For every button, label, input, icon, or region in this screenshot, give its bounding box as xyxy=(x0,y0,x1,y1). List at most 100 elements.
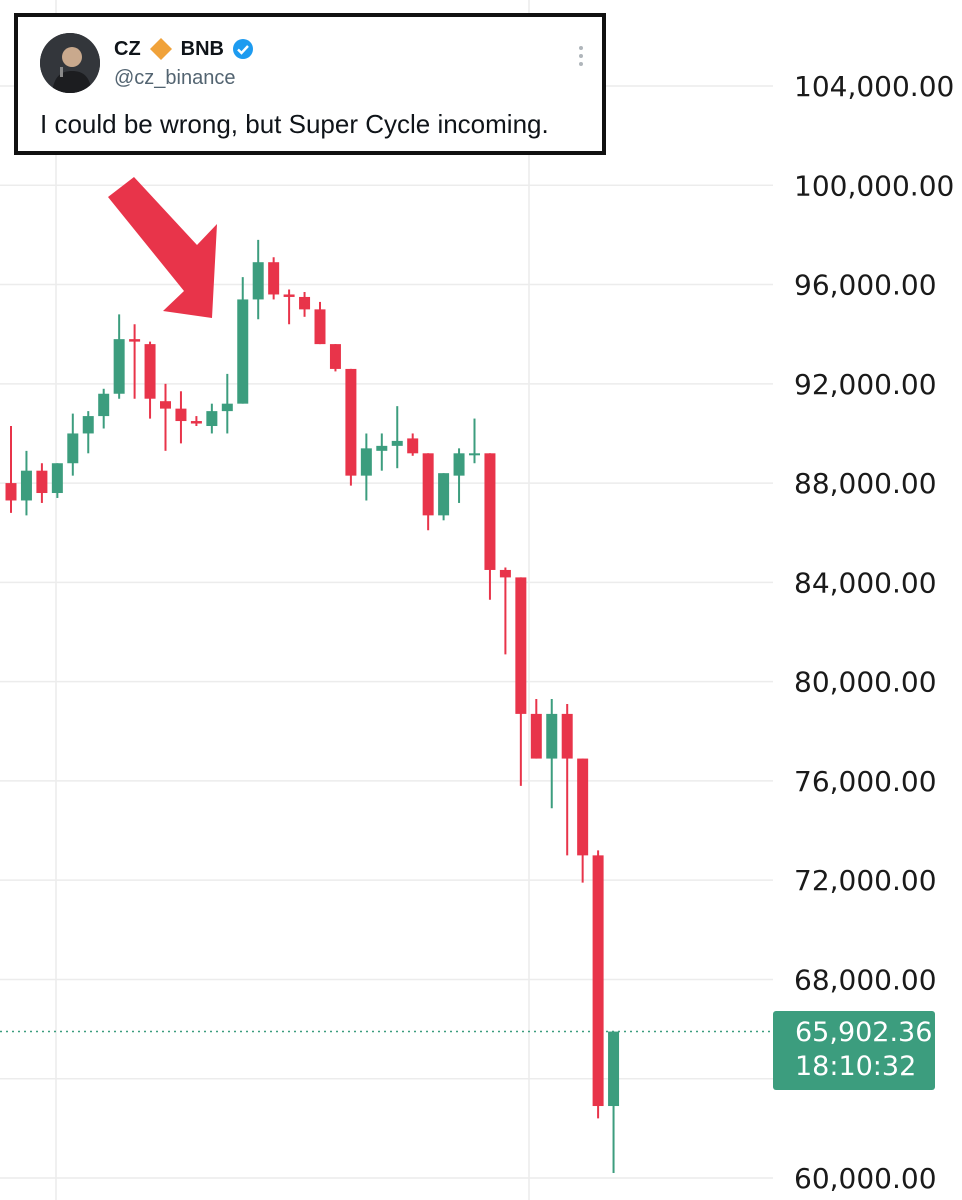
candle xyxy=(51,463,63,498)
candle xyxy=(67,413,79,476)
candle xyxy=(345,368,357,486)
y-tick-label: 72,000.00 xyxy=(794,864,937,897)
candle xyxy=(283,289,295,325)
y-axis: 104,000.00 100,000.00 96,000.00 92,000.00 88… xyxy=(794,70,954,1195)
candle-body xyxy=(469,453,480,456)
candle-body xyxy=(190,421,202,424)
candle xyxy=(484,453,496,600)
candle-body xyxy=(438,473,450,516)
tweet-text: I could be wrong, but Super Cycle incomi… xyxy=(40,109,549,139)
candle-body xyxy=(345,368,357,476)
candle-body xyxy=(129,339,141,342)
candle-body xyxy=(499,569,511,578)
candle xyxy=(268,257,280,300)
y-tick-label: 68,000.00 xyxy=(794,963,937,996)
candle xyxy=(190,416,202,427)
candle xyxy=(469,418,480,464)
y-tick-label: 100,000.00 xyxy=(794,169,954,202)
candle xyxy=(175,391,187,444)
candle-body xyxy=(376,445,388,451)
author-name[interactable]: CZ xyxy=(114,37,141,60)
candle-body xyxy=(268,262,280,295)
candle-body xyxy=(530,713,542,759)
y-tick-label: 60,000.00 xyxy=(794,1162,937,1195)
avatar-photo xyxy=(40,33,100,93)
candle-body xyxy=(329,344,341,369)
author-badge-label: BNB xyxy=(180,37,225,60)
candle xyxy=(577,758,589,883)
candle xyxy=(608,1031,620,1174)
y-tick-label: 96,000.00 xyxy=(794,269,937,302)
candle xyxy=(221,373,233,434)
candle-body xyxy=(252,262,264,300)
candle-body xyxy=(283,294,295,297)
candle xyxy=(407,433,419,456)
candle-body xyxy=(577,758,589,856)
candle xyxy=(391,406,403,469)
candle xyxy=(314,301,326,345)
candle-body xyxy=(160,401,171,409)
author-handle[interactable]: @cz_binance xyxy=(114,67,236,89)
verified-icon xyxy=(233,39,254,59)
candle xyxy=(36,463,48,503)
candle xyxy=(329,344,341,372)
candle-body xyxy=(221,403,233,412)
candle-body xyxy=(5,483,17,501)
candle xyxy=(252,239,264,320)
candle-body xyxy=(175,408,187,422)
diamond-icon xyxy=(149,38,172,60)
candle-body xyxy=(515,577,527,714)
candle-body xyxy=(36,470,48,494)
candle-body xyxy=(67,433,79,464)
y-tick-label: 84,000.00 xyxy=(794,566,937,599)
candle-body xyxy=(20,470,32,501)
y-tick-label: 88,000.00 xyxy=(794,467,937,500)
candle-body xyxy=(360,448,372,476)
candle-body xyxy=(592,855,604,1107)
candle-body xyxy=(561,713,573,759)
candle xyxy=(113,314,125,399)
candle-body xyxy=(98,393,110,417)
candle xyxy=(515,577,527,786)
y-tick-label: 104,000.00 xyxy=(794,70,954,103)
candles xyxy=(5,239,620,1174)
candle xyxy=(129,324,141,399)
chart-grid xyxy=(0,0,773,1200)
candle xyxy=(360,433,372,501)
candle xyxy=(376,433,388,471)
more-vertical-icon[interactable] xyxy=(578,45,584,67)
candle-body xyxy=(453,453,465,476)
candle-body xyxy=(237,299,249,404)
candle xyxy=(499,567,511,655)
last-price-tag: 65,902.36 18:10:32 xyxy=(773,1011,935,1090)
candle xyxy=(592,850,604,1119)
candle-body xyxy=(608,1031,620,1107)
candle-body xyxy=(206,411,218,427)
candle xyxy=(422,453,434,531)
candle-body xyxy=(546,713,558,759)
candle xyxy=(299,291,311,317)
candle xyxy=(561,703,573,856)
candle xyxy=(20,450,32,516)
tweet-card: CZ BNB @cz_binance I could be wrong, but… xyxy=(14,13,606,155)
candle xyxy=(144,341,156,419)
candle-body xyxy=(484,453,496,570)
candle xyxy=(237,277,249,404)
annotation-arrow xyxy=(108,177,217,318)
y-tick-label: 92,000.00 xyxy=(794,368,937,401)
candle xyxy=(438,473,450,521)
candle-body xyxy=(82,416,94,434)
candle xyxy=(160,383,171,451)
candle-body xyxy=(299,296,311,310)
candle-body xyxy=(113,339,125,394)
candle xyxy=(453,448,465,503)
candle xyxy=(206,403,218,434)
candle-body xyxy=(407,438,419,454)
candle-countdown: 18:10:32 xyxy=(795,1051,917,1082)
candle-body xyxy=(51,463,63,494)
candle xyxy=(5,426,17,513)
candle-body xyxy=(144,344,156,399)
candle xyxy=(530,699,542,759)
candle-body xyxy=(422,453,434,516)
